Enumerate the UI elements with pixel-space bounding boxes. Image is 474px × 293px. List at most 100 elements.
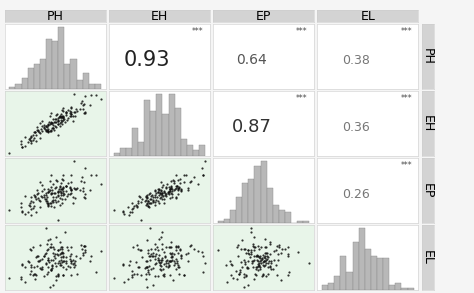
Bar bbox=[395, 283, 401, 290]
Point bbox=[244, 265, 251, 270]
Point bbox=[258, 257, 266, 262]
Bar bbox=[199, 145, 205, 156]
Point bbox=[178, 253, 185, 258]
Point bbox=[64, 248, 72, 252]
Point bbox=[138, 255, 146, 260]
Point bbox=[152, 251, 159, 256]
Point bbox=[71, 187, 79, 192]
Point bbox=[26, 135, 34, 140]
Point bbox=[251, 271, 259, 276]
Point bbox=[67, 259, 75, 264]
Point bbox=[67, 191, 74, 195]
Point bbox=[160, 249, 168, 254]
Point bbox=[165, 185, 173, 190]
Text: ***: *** bbox=[296, 94, 308, 103]
Point bbox=[33, 264, 40, 268]
Point bbox=[245, 266, 252, 271]
Point bbox=[27, 199, 35, 203]
Bar bbox=[163, 114, 169, 156]
Point bbox=[177, 176, 184, 181]
Point bbox=[43, 124, 50, 129]
Point bbox=[182, 173, 190, 177]
Point bbox=[72, 107, 80, 112]
Point bbox=[49, 198, 56, 203]
Point bbox=[52, 263, 60, 268]
Point bbox=[64, 264, 72, 269]
Point bbox=[158, 184, 166, 189]
Point bbox=[155, 187, 163, 192]
Point bbox=[47, 173, 55, 177]
Point bbox=[184, 251, 191, 256]
Point bbox=[263, 274, 270, 279]
Point bbox=[22, 134, 29, 139]
Point bbox=[55, 259, 63, 263]
Point bbox=[54, 119, 62, 124]
Point bbox=[40, 193, 47, 198]
Point bbox=[237, 246, 245, 251]
Point bbox=[52, 234, 60, 239]
Point bbox=[86, 103, 94, 107]
Point bbox=[57, 115, 65, 120]
Point bbox=[167, 259, 174, 264]
Point bbox=[177, 187, 185, 192]
Point bbox=[22, 193, 29, 198]
Point bbox=[198, 166, 206, 171]
Point bbox=[255, 263, 263, 268]
Point bbox=[155, 253, 163, 258]
Point bbox=[34, 129, 41, 134]
Point bbox=[87, 93, 94, 98]
Point bbox=[47, 267, 55, 272]
Point bbox=[57, 251, 65, 255]
Point bbox=[151, 274, 158, 279]
Point bbox=[227, 259, 234, 264]
Point bbox=[76, 107, 84, 112]
Point bbox=[272, 263, 280, 267]
Point bbox=[48, 120, 56, 125]
Point bbox=[145, 198, 152, 203]
Text: ***: *** bbox=[401, 94, 412, 103]
Point bbox=[34, 196, 41, 201]
Point bbox=[134, 247, 141, 251]
Point bbox=[157, 234, 165, 239]
Point bbox=[264, 261, 272, 266]
Point bbox=[66, 113, 74, 118]
Point bbox=[62, 183, 70, 188]
Bar bbox=[181, 139, 187, 156]
Point bbox=[29, 199, 36, 204]
Point bbox=[242, 274, 250, 279]
Point bbox=[63, 110, 70, 115]
Point bbox=[186, 179, 194, 184]
Point bbox=[70, 113, 77, 118]
Point bbox=[36, 199, 44, 203]
Point bbox=[50, 191, 58, 196]
Point bbox=[295, 250, 302, 255]
Point bbox=[260, 259, 268, 264]
Point bbox=[255, 247, 263, 251]
Point bbox=[59, 105, 67, 110]
Point bbox=[151, 195, 158, 200]
Point bbox=[59, 273, 67, 277]
Point bbox=[268, 260, 275, 265]
Point bbox=[36, 258, 44, 263]
Point bbox=[47, 184, 55, 189]
Point bbox=[62, 113, 69, 117]
Point bbox=[273, 244, 281, 249]
Point bbox=[55, 189, 62, 194]
Point bbox=[67, 244, 75, 249]
Point bbox=[68, 272, 75, 277]
Point bbox=[129, 206, 137, 211]
Point bbox=[166, 189, 173, 194]
Point bbox=[152, 197, 159, 202]
Point bbox=[176, 248, 183, 252]
Point bbox=[41, 197, 49, 201]
Point bbox=[264, 271, 272, 276]
Point bbox=[250, 234, 258, 239]
Point bbox=[69, 118, 77, 123]
Point bbox=[263, 245, 270, 250]
Bar bbox=[279, 210, 285, 223]
Point bbox=[160, 273, 168, 278]
Point bbox=[87, 253, 94, 258]
Point bbox=[30, 129, 38, 134]
Point bbox=[168, 187, 175, 192]
Point bbox=[151, 192, 159, 197]
